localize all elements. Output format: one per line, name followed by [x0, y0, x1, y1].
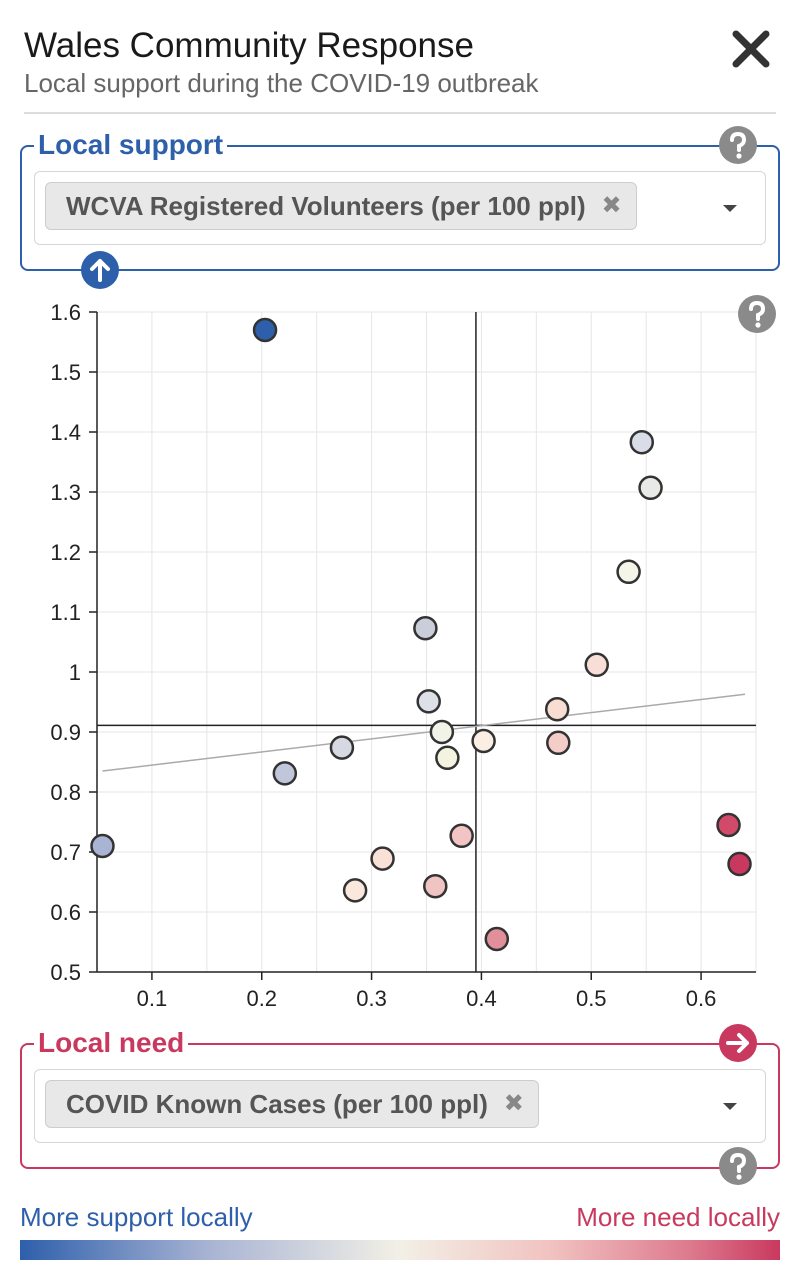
local-need-select[interactable]: COVID Known Cases (per 100 ppl) ✖: [34, 1069, 766, 1143]
chart-help-icon[interactable]: [737, 294, 777, 334]
local-support-legend: Local support: [34, 127, 228, 163]
close-icon[interactable]: [726, 24, 776, 74]
more-need-label: More need locally: [576, 1202, 780, 1232]
data-point: [272, 761, 298, 786]
trend-line: [102, 693, 746, 772]
support-selected-chip: WCVA Registered Volunteers (per 100 ppl)…: [45, 182, 637, 230]
data-point: [342, 878, 368, 903]
support-help-icon[interactable]: [718, 125, 758, 165]
y-tick-label: 0.5: [50, 960, 81, 985]
data-point: [484, 926, 510, 952]
remove-support-icon[interactable]: ✖: [601, 192, 622, 219]
header-divider: [24, 112, 776, 114]
y-tick-label: 1.5: [50, 360, 81, 385]
y-tick-label: 1: [69, 660, 81, 685]
data-point: [629, 429, 655, 455]
color-scale-bar: [20, 1240, 780, 1260]
data-point: [435, 745, 460, 771]
y-tick-label: 1.4: [50, 420, 81, 445]
x-tick-label: 0.3: [356, 986, 387, 1011]
data-point: [546, 730, 571, 756]
need-selected-label: COVID Known Cases (per 100 ppl): [66, 1089, 488, 1119]
data-point: [329, 735, 355, 760]
data-point: [616, 559, 641, 585]
data-point: [544, 696, 570, 722]
y-tick-label: 1.6: [50, 300, 81, 325]
x-tick-label: 0.5: [576, 986, 607, 1011]
swap-right-icon[interactable]: [718, 1023, 758, 1063]
data-point: [370, 846, 395, 871]
data-point: [716, 812, 741, 838]
need-selected-chip: COVID Known Cases (per 100 ppl) ✖: [45, 1080, 539, 1128]
local-support-select[interactable]: WCVA Registered Volunteers (per 100 ppl)…: [34, 171, 766, 245]
y-tick-label: 1.2: [50, 540, 81, 565]
data-point: [413, 615, 438, 641]
x-tick-label: 0.6: [686, 986, 717, 1011]
scatter-chart: 0.5 0.6 0.7 0.8 0.9 1 1.1 1.2 1.3 1.4 1.5 1.6 0.1 0.2…: [50, 300, 757, 1011]
x-tick-label: 0.2: [246, 986, 277, 1011]
page-subtitle: Local support during the COVID-19 outbre…: [24, 68, 539, 98]
local-need-panel: Local need COVID Known Cases (per 100 pp…: [20, 1025, 780, 1169]
data-point: [638, 475, 663, 501]
data-point: [727, 851, 752, 877]
data-point: [429, 719, 455, 745]
x-tick-label: 0.1: [137, 986, 168, 1011]
y-tick-label: 0.8: [50, 780, 81, 805]
support-dropdown-caret-icon[interactable]: [723, 205, 737, 212]
data-point: [471, 728, 496, 754]
local-support-panel: Local support WCVA Registered Volunteers…: [20, 127, 780, 271]
y-tick-label: 0.6: [50, 900, 81, 925]
data-point: [90, 833, 115, 859]
local-need-legend: Local need: [34, 1025, 189, 1061]
page-title: Wales Community Response: [24, 26, 474, 65]
remove-need-icon[interactable]: ✖: [503, 1090, 524, 1117]
scale-labels: More support locally More need locally: [20, 1202, 780, 1236]
data-point: [449, 823, 474, 849]
x-tick-label: 0.4: [466, 986, 497, 1011]
y-tick-label: 0.9: [50, 720, 81, 745]
header: Wales Community Response Local support d…: [24, 26, 774, 98]
y-tick-label: 0.7: [50, 840, 81, 865]
data-point: [423, 873, 448, 899]
y-tick-label: 1.3: [50, 480, 81, 505]
support-selected-label: WCVA Registered Volunteers (per 100 ppl): [66, 191, 586, 221]
need-dropdown-caret-icon[interactable]: [723, 1103, 737, 1110]
y-tick-label: 1.1: [50, 600, 81, 625]
more-support-label: More support locally: [20, 1202, 253, 1232]
swap-up-icon[interactable]: [80, 250, 120, 290]
data-point: [584, 652, 609, 678]
need-help-icon[interactable]: [718, 1146, 758, 1186]
data-point: [416, 689, 441, 714]
data-point: [252, 317, 278, 343]
